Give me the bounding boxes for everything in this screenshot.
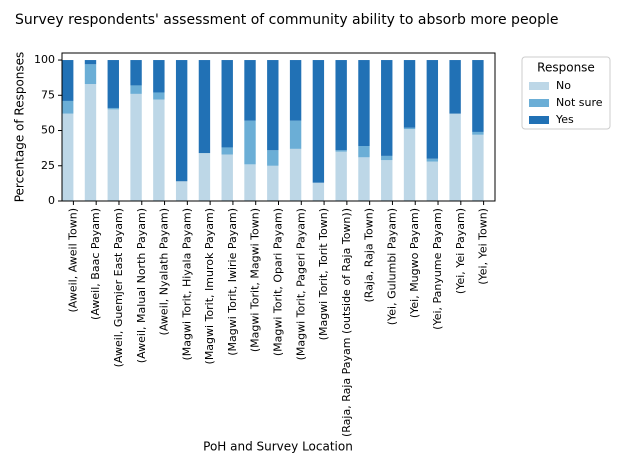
bar-segment <box>381 160 393 201</box>
bar-segment <box>107 109 119 201</box>
x-tick-label: (Magwi Torit, Hiyala Payam) <box>180 208 193 361</box>
x-tick-label: (Magwi Torit, Pageri Payam) <box>294 208 307 360</box>
x-tick-label: (Raja, Raja Town) <box>363 208 376 303</box>
x-tick-label: (Yei, Mugwo Payam) <box>408 208 421 318</box>
legend-box <box>521 56 611 130</box>
bar-segment <box>244 164 256 201</box>
bar-segment <box>381 155 393 161</box>
x-tick-label: (Magwi Torit, Imurok Payam) <box>203 208 216 364</box>
bar-segment <box>244 120 256 165</box>
bar-segment <box>312 60 325 183</box>
legend-title: Response <box>537 61 595 75</box>
bar-segment <box>267 165 279 201</box>
bar-segment <box>289 120 302 149</box>
y-tick-label: 25 <box>41 159 55 172</box>
bar-segment <box>153 92 165 100</box>
bar-segment <box>130 85 142 94</box>
x-tick-label: (Aweil, Nyalath Payam) <box>158 208 171 335</box>
x-tick-label: (Aweil, Malual North Payam) <box>135 208 148 363</box>
x-tick-label: (Yei, Gulumbi Payam) <box>385 208 398 325</box>
bar-segment <box>312 182 325 201</box>
bar-segment <box>198 60 211 154</box>
bar-segment <box>335 150 347 152</box>
y-tick-label: 50 <box>41 124 55 137</box>
y-tick-label: 100 <box>34 53 55 66</box>
bar-segment <box>130 60 142 86</box>
chart-title: Survey respondents' assessment of commun… <box>15 12 559 28</box>
bar-segment <box>403 127 416 130</box>
bar-segment <box>289 60 302 121</box>
bar-segment <box>198 153 211 201</box>
x-tick-label: (Raja, Raja Payam (outside of Raja Town)… <box>340 208 353 437</box>
bar-segment <box>472 60 484 132</box>
bar-segment <box>289 148 302 201</box>
x-axis-label: PoH and Survey Location <box>203 440 353 454</box>
bar-segment <box>84 60 97 65</box>
bar-segment <box>62 100 74 114</box>
bar-segment <box>358 146 370 158</box>
x-tick-label: (Yei, Yei Town) <box>477 208 490 285</box>
y-tick-label: 75 <box>41 88 55 101</box>
bar-segment <box>449 113 461 201</box>
legend-swatch <box>529 99 549 107</box>
bar-segment <box>62 60 74 101</box>
legend-swatch <box>529 82 549 90</box>
plot-frame <box>61 52 496 202</box>
bar-segment <box>267 150 279 166</box>
bar-segment <box>381 60 393 156</box>
x-tick-label: (Aweil, Guemjer East Payam) <box>112 208 125 367</box>
bar-segment <box>403 129 416 201</box>
legend-label: No <box>556 79 571 92</box>
y-axis-label: Percentage of Responses <box>13 52 27 203</box>
bar-segment <box>130 93 142 201</box>
bar-segment <box>472 131 484 135</box>
x-tick-label: (Aweil, Baac Payam) <box>89 208 102 320</box>
legend-label: Not sure <box>556 96 603 109</box>
x-tick-label: (Magwi Torit, Torit Town) <box>317 208 330 340</box>
bar-segment <box>153 99 165 201</box>
bar-segment <box>449 60 461 114</box>
x-tick-label: (Yei, Yei Payam) <box>454 208 467 294</box>
bar-segment <box>84 84 97 201</box>
bar-segment <box>175 60 188 182</box>
x-tick-label: (Magwi Torit, Iwirie Payam) <box>226 208 239 356</box>
bar-segment <box>62 113 74 201</box>
bar-segment <box>221 147 233 155</box>
y-tick-label: 0 <box>48 194 55 207</box>
bar-segment <box>221 154 233 201</box>
x-tick-label: (Magwi Torit, Magwi Town) <box>249 208 262 352</box>
bar-segment <box>221 60 233 148</box>
bar-segment <box>335 151 347 201</box>
bar-segment <box>358 157 370 201</box>
bar-segment <box>153 60 165 93</box>
bar-segment <box>403 60 416 128</box>
x-tick-label: (Yei, Panyume Payam) <box>431 208 444 330</box>
x-tick-label: (Aweil, Aweil Town) <box>66 208 79 313</box>
bar-segment <box>358 60 370 147</box>
bar-segment <box>426 60 439 159</box>
bar-segment <box>244 60 256 121</box>
bar-segment <box>107 107 119 110</box>
bar-segment <box>107 60 119 108</box>
legend-label: Yes <box>555 113 574 126</box>
bar-segment <box>175 181 188 201</box>
legend-swatch <box>529 116 549 124</box>
bar-segment <box>335 60 347 151</box>
x-tick-label: (Magwi Torit, Opari Payam) <box>272 208 285 356</box>
bar-segment <box>472 134 484 201</box>
bar-segment <box>426 161 439 201</box>
bar-segment <box>426 158 439 162</box>
bar-segment <box>267 60 279 151</box>
bar-segment <box>84 64 97 85</box>
